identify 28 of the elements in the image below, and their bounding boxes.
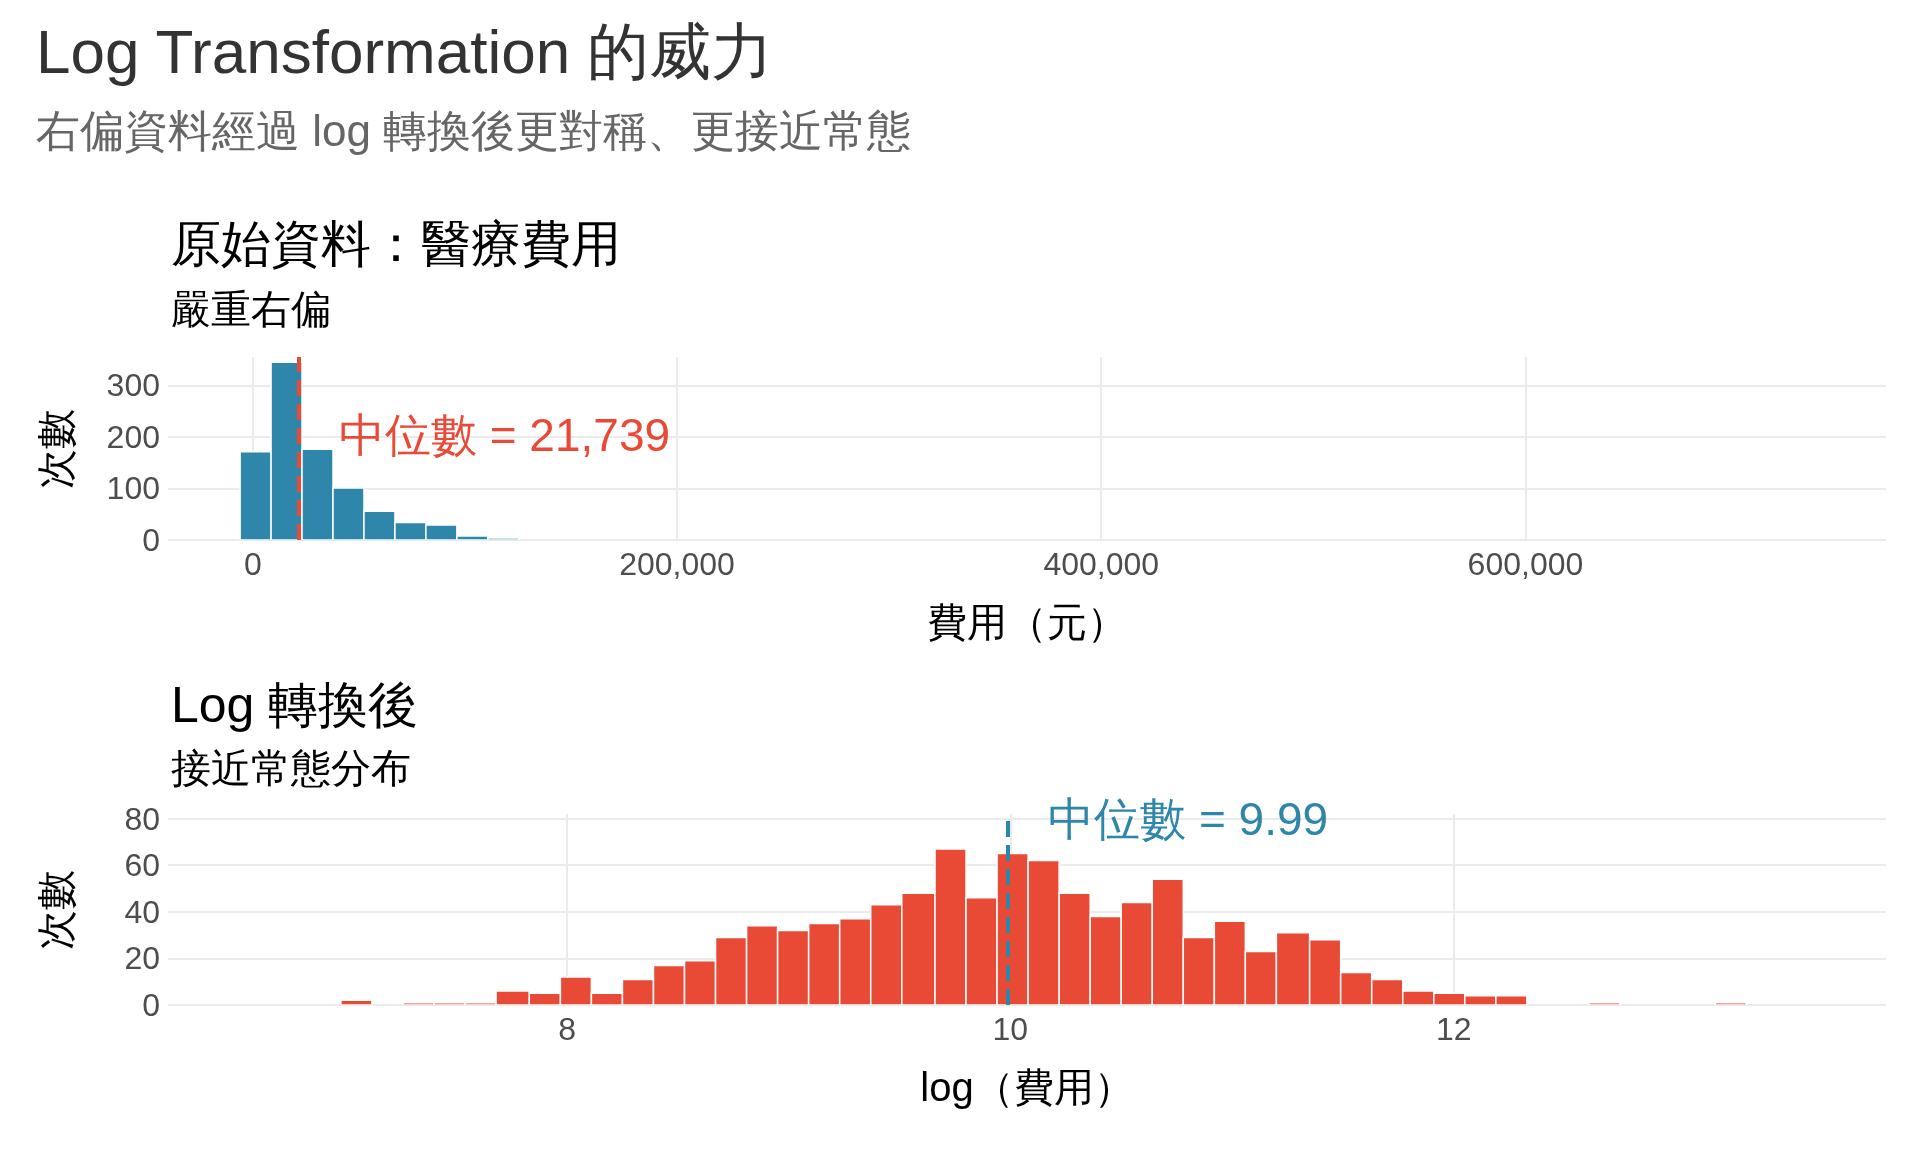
chart-subtitle: 接近常態分布 <box>171 746 411 790</box>
x-tick-label: 10 <box>992 1011 1029 1047</box>
x-tick-label: 8 <box>558 1011 576 1047</box>
y-tick-label: 80 <box>124 800 160 837</box>
chart-title: 原始資料：醫療費用 <box>171 216 621 272</box>
ref-line-label: 中位數 = 9.99 <box>1048 792 1329 845</box>
y-tick-label: 0 <box>142 522 160 558</box>
y-tick-label: 60 <box>124 847 160 884</box>
x-axis-title: log（費用） <box>920 1065 1134 1109</box>
y-axis-title: 次數 <box>34 869 78 950</box>
chart-subtitle: 嚴重右偏 <box>171 287 331 331</box>
text: Log Transformation 的威力 <box>36 16 774 88</box>
chart-title: Log 轉換後 <box>171 677 419 733</box>
x-axis-title: 費用（元） <box>927 600 1127 644</box>
ref-line-label: 中位數 = 21,739 <box>338 408 671 461</box>
y-tick-label: 200 <box>106 418 160 455</box>
y-tick-label: 0 <box>142 987 160 1023</box>
y-tick-label: 300 <box>106 367 160 404</box>
x-tick-label: 12 <box>1435 1011 1472 1047</box>
x-tick-label: 200,000 <box>619 546 735 582</box>
y-tick-label: 40 <box>124 893 160 930</box>
x-tick-label: 400,000 <box>1043 546 1160 582</box>
x-tick-label: 0 <box>243 546 262 582</box>
y-axis-title: 次數 <box>34 408 78 489</box>
x-tick-label: 600,000 <box>1467 546 1584 582</box>
y-tick-label: 20 <box>124 940 160 977</box>
y-tick-label: 100 <box>106 470 160 507</box>
text: 右偏資料經過 log 轉換後更對稱、更接近常態 <box>36 105 912 157</box>
